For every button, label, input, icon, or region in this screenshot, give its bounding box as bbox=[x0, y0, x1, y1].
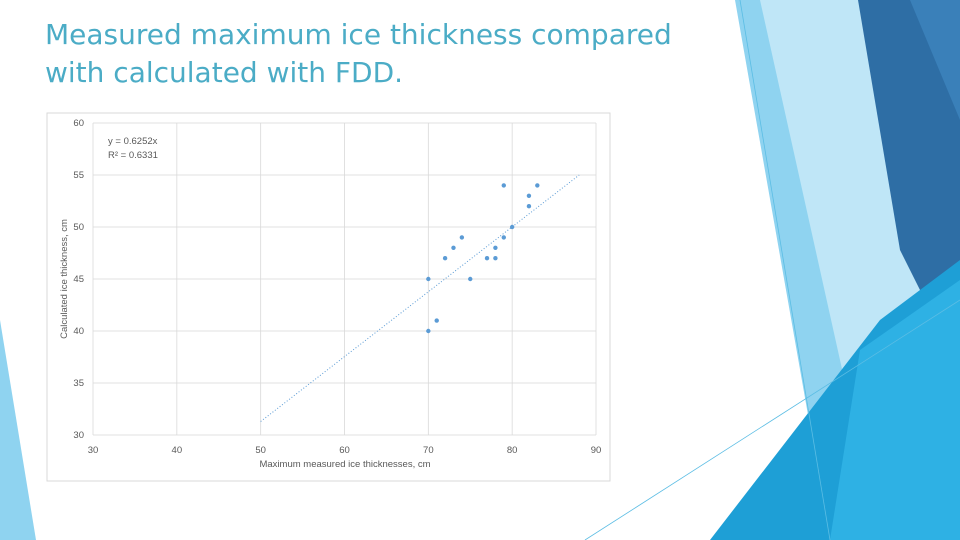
point bbox=[426, 276, 431, 282]
point bbox=[459, 235, 465, 240]
x-axis-label: Maximum measured ice thicknesses, cm bbox=[259, 459, 430, 470]
annotation: y = 0.6252x bbox=[108, 136, 158, 147]
point bbox=[442, 256, 448, 261]
point bbox=[526, 193, 532, 198]
y-tick-label: 40 bbox=[73, 326, 84, 337]
point bbox=[535, 183, 540, 188]
slide-title: with calculated with FDD. bbox=[45, 56, 403, 89]
point bbox=[434, 318, 439, 323]
point bbox=[509, 224, 515, 230]
y-tick-label: 55 bbox=[73, 170, 84, 181]
y-tick-label: 60 bbox=[73, 118, 84, 129]
point bbox=[501, 183, 506, 188]
y-tick-label: 45 bbox=[73, 274, 84, 285]
trendline bbox=[260, 174, 580, 422]
x-tick-label: 40 bbox=[172, 445, 183, 456]
y-tick-label: 50 bbox=[73, 222, 84, 233]
y-tick-label: 35 bbox=[73, 378, 84, 389]
x-tick-label: 30 bbox=[88, 445, 99, 456]
annotation: R² = 0.6331 bbox=[108, 150, 158, 161]
point bbox=[484, 256, 490, 261]
y-tick-label: 30 bbox=[73, 430, 84, 441]
point bbox=[468, 276, 473, 282]
x-tick-label: 90 bbox=[591, 445, 602, 456]
x-tick-label: 70 bbox=[423, 445, 434, 456]
point bbox=[526, 204, 532, 209]
point bbox=[493, 245, 498, 250]
slide-title: Measured maximum ice thickness compared bbox=[45, 18, 672, 51]
point bbox=[493, 256, 498, 261]
point bbox=[501, 235, 506, 240]
point bbox=[451, 245, 456, 250]
x-tick-label: 50 bbox=[255, 445, 266, 456]
chart-frame bbox=[46, 112, 611, 482]
x-tick-label: 80 bbox=[507, 445, 518, 456]
x-tick-label: 60 bbox=[339, 445, 350, 456]
point bbox=[426, 328, 431, 334]
y-axis-label: Calculated ice thickness, cm bbox=[59, 219, 70, 339]
